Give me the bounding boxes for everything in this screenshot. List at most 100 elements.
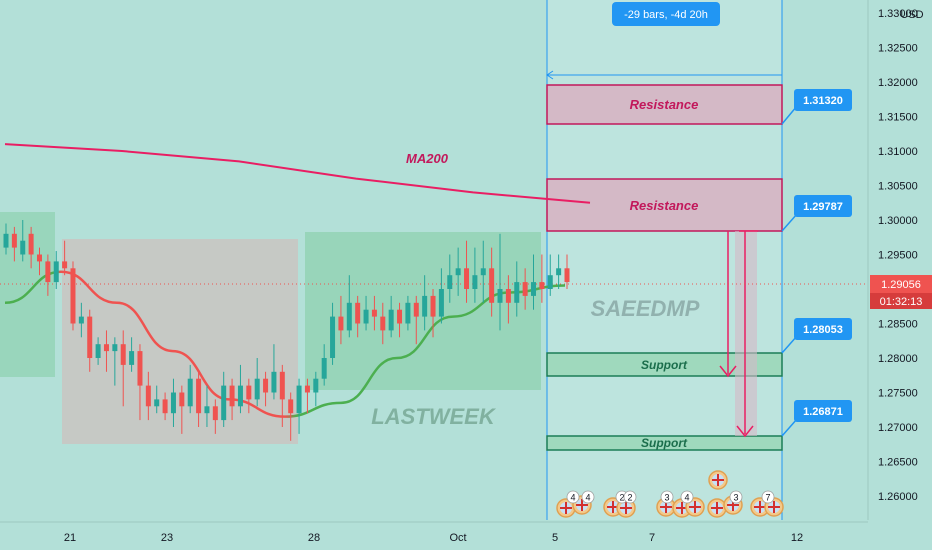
candle [380,302,386,345]
candle [514,261,520,317]
candle [522,268,528,310]
time-tick: 12 [791,532,803,544]
svg-text:1.29787: 1.29787 [803,201,843,213]
candle [447,254,453,303]
price-tick: 1.30500 [878,181,918,193]
svg-text:-29 bars, -4d 20h: -29 bars, -4d 20h [624,9,708,21]
candle [497,233,503,331]
candle [263,371,269,407]
candle [229,378,235,421]
price-tick: 1.28000 [878,353,918,365]
callout-4: 1.26871 [781,400,852,437]
candle [237,364,243,414]
candle [28,226,34,269]
candle [464,240,470,303]
candle [11,226,17,262]
svg-text:2: 2 [619,493,624,503]
candle [472,247,478,303]
candle [388,295,394,338]
candle [271,344,277,400]
candle [53,251,59,289]
svg-text:4: 4 [585,493,590,503]
candle [531,254,537,310]
price-tick: 1.30000 [878,215,918,227]
resistance-zone-1[interactable]: Resistance [546,84,783,125]
price-tick: 1.32500 [878,43,918,55]
candle [288,392,294,441]
range-box-grey [62,239,298,444]
event-flag-icon[interactable] [685,497,705,517]
candle [422,275,428,331]
ma200-line [4,143,591,204]
svg-text:3: 3 [664,493,669,503]
price-tick: 1.31500 [878,112,918,124]
time-tick: 28 [308,532,320,544]
countdown: 01:32:13 [880,296,923,308]
event-count-badge[interactable]: 4 [680,490,694,504]
currency-label: USD [900,9,923,21]
candle [505,275,511,324]
candle [413,295,419,345]
projection-arrows [719,230,758,438]
price-tick: 1.26500 [878,457,918,469]
price-tick: 1.31000 [878,146,918,158]
price-tick: 1.33000 [878,8,918,20]
candle [363,295,369,331]
candle [78,302,84,338]
candle [564,254,570,289]
candle [430,289,436,338]
candle [346,275,352,338]
candle [70,261,76,331]
callout-3: 1.28053 [781,318,852,354]
resistance-zone-2[interactable]: Resistance [546,178,783,232]
price-tick: 1.32000 [878,77,918,89]
candle [162,392,168,421]
candle [246,378,252,414]
event-flag-icon[interactable] [616,498,636,518]
watermark: SAEEDMP [591,296,700,321]
candle [556,254,562,289]
resistance-label-1: Resistance [630,97,699,112]
time-axis[interactable]: 21 23 28 Oct 5 7 12 [0,521,868,544]
candle [196,371,202,427]
candle [129,337,135,372]
candle [154,385,160,414]
candle [3,223,9,255]
event-flag-icon[interactable] [707,498,727,518]
support-label-2: Support [641,436,688,450]
candle [170,378,176,427]
time-tick: Oct [449,532,466,544]
candle [455,247,461,296]
event-count-badge[interactable]: 3 [660,490,674,504]
event-count-badge[interactable]: 2 [623,490,637,504]
event-count-badge[interactable]: 3 [729,490,743,504]
svg-text:3: 3 [733,493,738,503]
candle [405,295,411,331]
event-count-badge[interactable]: 4 [566,490,580,504]
candle [45,254,51,296]
candle [103,330,109,372]
candles [3,220,570,441]
candle [120,330,126,407]
candle [87,309,93,372]
candle [279,364,285,427]
event-count-badge[interactable]: 4 [581,490,595,504]
candle [338,295,344,345]
candle [179,385,185,434]
measure-arrow-head [546,70,554,80]
svg-text:1.28053: 1.28053 [803,324,843,336]
candle [212,399,218,434]
candle [95,337,101,365]
candle [62,240,68,276]
time-tick: 7 [649,532,655,544]
candle [304,378,310,414]
candle [539,254,545,303]
svg-text:1.26871: 1.26871 [803,406,843,418]
event-count-badge[interactable]: 7 [761,490,775,504]
support-zone-2[interactable]: Support [546,435,783,451]
svg-text:4: 4 [684,493,689,503]
event-flag-icon[interactable] [708,470,728,490]
price-tick: 1.26000 [878,491,918,503]
